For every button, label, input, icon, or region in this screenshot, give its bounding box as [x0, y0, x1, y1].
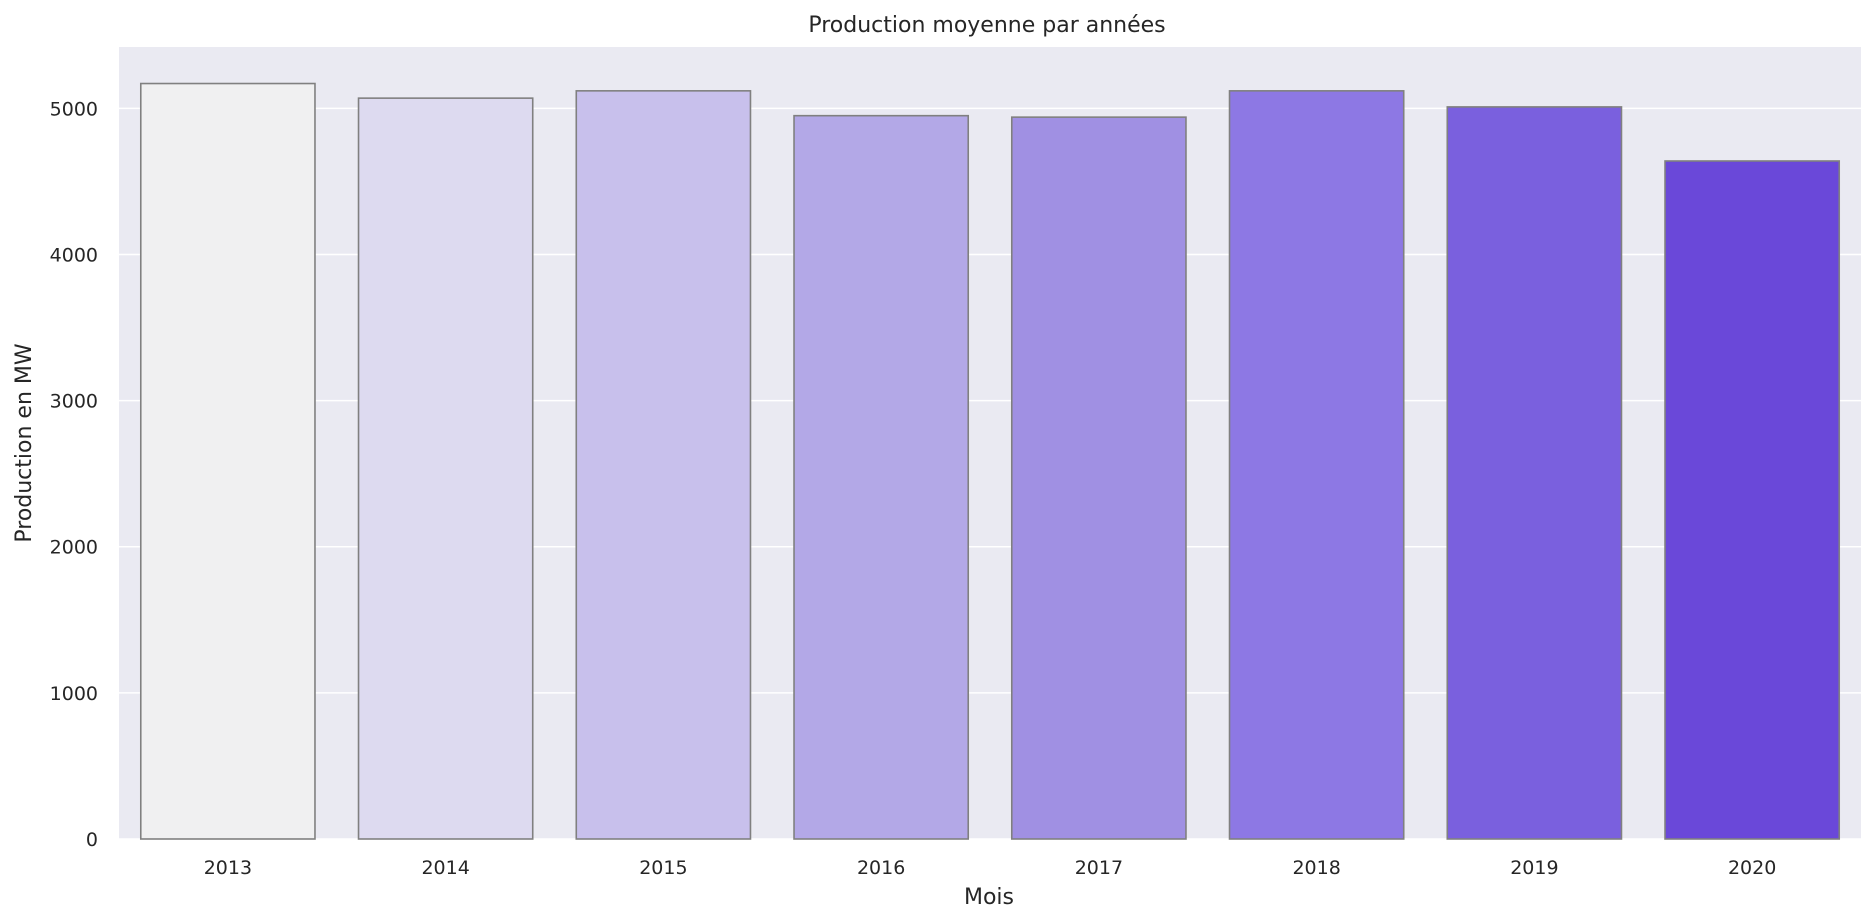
y-tick-label: 2000 [50, 537, 98, 559]
x-tick-label: 2017 [1075, 857, 1123, 879]
x-tick-label: 2014 [421, 857, 469, 879]
chart-title: Production moyenne par années [808, 13, 1165, 38]
x-tick-label: 2016 [857, 857, 905, 879]
x-axis-label: Mois [964, 885, 1014, 910]
bars [139, 82, 1841, 840]
y-tick-label: 4000 [50, 244, 98, 266]
bar-2017 [1010, 116, 1187, 840]
bar-2015 [575, 90, 752, 840]
y-tick-label: 0 [86, 829, 98, 851]
bar-2016 [793, 114, 970, 840]
x-tick-label: 2020 [1728, 857, 1776, 879]
x-tick-label: 2018 [1292, 857, 1340, 879]
x-tick-label: 2019 [1510, 857, 1558, 879]
y-tick-labels: 0 1000 2000 3000 4000 5000 [50, 98, 98, 851]
y-tick-label: 5000 [50, 98, 98, 120]
bar-2013 [139, 82, 316, 840]
y-tick-label: 1000 [50, 683, 98, 705]
bar-2020 [1664, 160, 1841, 840]
bar-2014 [357, 97, 534, 840]
x-tick-label: 2013 [204, 857, 252, 879]
y-axis-label: Production en MW [12, 343, 37, 542]
x-tick-labels: 2013 2014 2015 2016 2017 2018 2019 2020 [204, 857, 1777, 879]
bar-2018 [1228, 90, 1405, 840]
bar-2019 [1446, 106, 1623, 840]
x-tick-label: 2015 [639, 857, 687, 879]
y-tick-label: 3000 [50, 391, 98, 413]
